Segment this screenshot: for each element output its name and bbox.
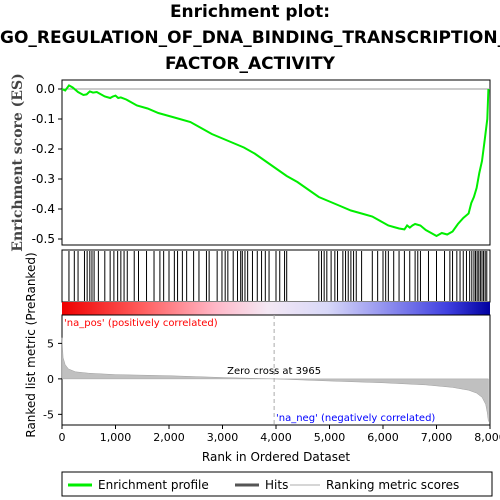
ranking-color-bar [62, 302, 490, 315]
rank-ytick-label: -5 [43, 408, 54, 421]
es-ytick-label: -0.1 [32, 112, 55, 126]
rank-xtick-label: 0 [59, 431, 66, 444]
rank-xtick-label: 7,000 [421, 431, 453, 444]
es-ytick-label: 0.0 [36, 82, 55, 96]
rank-xtick-label: 6,000 [367, 431, 399, 444]
legend-label: Ranking metric scores [326, 478, 459, 492]
rank-ytick-label: 5 [47, 337, 54, 350]
rank-xtick-label: 1,000 [100, 431, 132, 444]
rank-xtick-label: 4,000 [260, 431, 292, 444]
rank-xtick-label: 3,000 [207, 431, 239, 444]
rank-ylabel: Ranked list metric (PreRanked) [24, 252, 38, 437]
es-ytick-label: -0.3 [32, 172, 55, 186]
legend-label: Enrichment profile [98, 478, 209, 492]
enrichment-profile-line [61, 84, 490, 238]
rank-xlabel: Rank in Ordered Dataset [202, 450, 350, 464]
zero-cross-label: Zero cross at 3965 [227, 366, 321, 377]
chart-title-line-1: Enrichment plot: [169, 2, 331, 22]
legend-label: Hits [265, 478, 288, 492]
rank-ytick-label: 0 [47, 373, 54, 386]
es-ylabel: Enrichment score (ES) [10, 73, 26, 251]
es-ytick-label: -0.5 [32, 232, 55, 246]
chart-title-line-3: FACTOR_ACTIVITY [165, 54, 335, 74]
rank-xtick-label: 5,000 [314, 431, 346, 444]
rank-xtick-label: 8,000 [474, 431, 500, 444]
pos-correlated-label: 'na_pos' (positively correlated) [64, 318, 218, 329]
es-panel-frame [61, 79, 491, 246]
neg-correlated-label: 'na_neg' (negatively correlated) [276, 413, 435, 424]
chart-title-line-2: GO_REGULATION_OF_DNA_BINDING_TRANSCRIPTI… [0, 28, 500, 48]
es-ytick-label: -0.2 [32, 142, 55, 156]
rank-xtick-label: 2,000 [153, 431, 185, 444]
ranking-metric-area [61, 337, 489, 422]
es-ytick-label: -0.4 [32, 202, 55, 216]
legend-box [61, 471, 493, 497]
